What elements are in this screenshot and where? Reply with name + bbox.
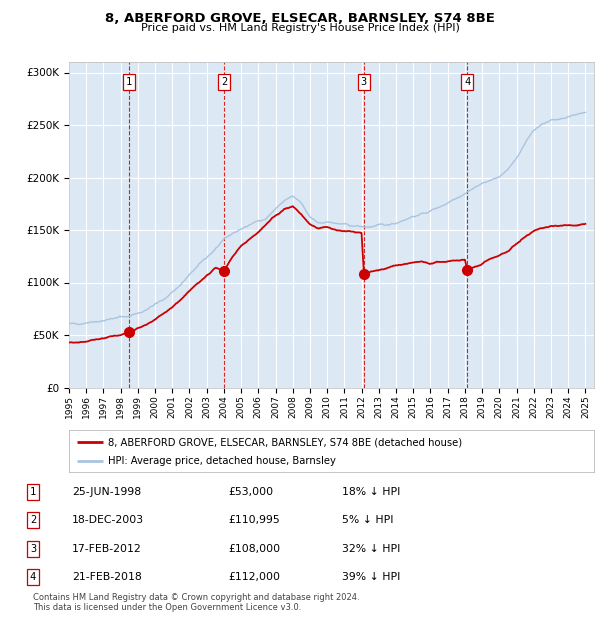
Text: 8, ABERFORD GROVE, ELSECAR, BARNSLEY, S74 8BE (detached house): 8, ABERFORD GROVE, ELSECAR, BARNSLEY, S7… <box>109 437 463 447</box>
Text: 1: 1 <box>30 487 36 497</box>
Text: 5% ↓ HPI: 5% ↓ HPI <box>342 515 394 525</box>
Text: Contains HM Land Registry data © Crown copyright and database right 2024.
This d: Contains HM Land Registry data © Crown c… <box>33 593 359 612</box>
Text: 18% ↓ HPI: 18% ↓ HPI <box>342 487 400 497</box>
Text: 8, ABERFORD GROVE, ELSECAR, BARNSLEY, S74 8BE: 8, ABERFORD GROVE, ELSECAR, BARNSLEY, S7… <box>105 12 495 25</box>
Text: 3: 3 <box>361 77 367 87</box>
Text: 39% ↓ HPI: 39% ↓ HPI <box>342 572 400 582</box>
Text: 2: 2 <box>30 515 36 525</box>
Text: 32% ↓ HPI: 32% ↓ HPI <box>342 544 400 554</box>
Text: HPI: Average price, detached house, Barnsley: HPI: Average price, detached house, Barn… <box>109 456 336 466</box>
Text: 25-JUN-1998: 25-JUN-1998 <box>72 487 141 497</box>
Text: £110,995: £110,995 <box>228 515 280 525</box>
Text: 18-DEC-2003: 18-DEC-2003 <box>72 515 144 525</box>
Text: 2: 2 <box>221 77 227 87</box>
Text: £112,000: £112,000 <box>228 572 280 582</box>
Text: Price paid vs. HM Land Registry's House Price Index (HPI): Price paid vs. HM Land Registry's House … <box>140 23 460 33</box>
Text: 4: 4 <box>30 572 36 582</box>
Text: 17-FEB-2012: 17-FEB-2012 <box>72 544 142 554</box>
Text: 4: 4 <box>464 77 470 87</box>
Text: 1: 1 <box>126 77 133 87</box>
Text: 21-FEB-2018: 21-FEB-2018 <box>72 572 142 582</box>
Text: £108,000: £108,000 <box>228 544 280 554</box>
Text: 3: 3 <box>30 544 36 554</box>
Text: £53,000: £53,000 <box>228 487 273 497</box>
